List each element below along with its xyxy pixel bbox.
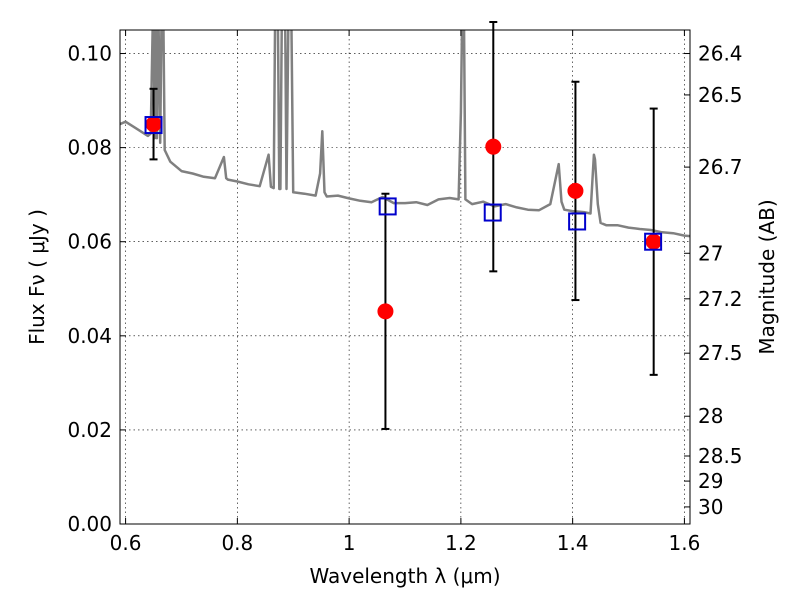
y-tick-label: 0.10 bbox=[67, 42, 112, 66]
observed-point bbox=[377, 303, 394, 320]
y-tick-label: 0.00 bbox=[67, 512, 112, 536]
magnitude-tick-label: 26.5 bbox=[698, 83, 743, 107]
observed-point bbox=[567, 182, 584, 199]
x-axis-title: Wavelength λ (μm) bbox=[309, 564, 500, 588]
model-point bbox=[568, 212, 587, 231]
magnitude-tick-label: 28 bbox=[698, 404, 723, 428]
magnitude-tick-label: 27 bbox=[698, 241, 723, 265]
y-tick-label: 0.08 bbox=[67, 136, 112, 160]
magnitude-tick-label: 27.2 bbox=[698, 287, 743, 311]
y-tick-label: 0.06 bbox=[67, 230, 112, 254]
y-axis-ticks: 0.00 0.02 0.04 0.06 0.08 0.10 bbox=[67, 42, 126, 536]
magnitude-tick-label: 28.5 bbox=[698, 444, 743, 468]
observed-flux-points bbox=[145, 116, 662, 320]
magnitude-tick-label: 27.5 bbox=[698, 341, 743, 365]
x-tick-label: 0.8 bbox=[221, 531, 253, 555]
model-point bbox=[483, 203, 502, 222]
spectrum-line bbox=[120, 30, 690, 238]
y-axis-title: Flux Fν ( μJy ) bbox=[25, 209, 49, 345]
model-point bbox=[644, 232, 663, 251]
x-axis-ticks: 0.6 0.8 1 1.2 1.4 1.6 bbox=[110, 30, 701, 555]
observed-point bbox=[145, 116, 162, 133]
y-tick-label: 0.02 bbox=[67, 418, 112, 442]
x-tick-label: 1.6 bbox=[669, 531, 701, 555]
magnitude-tick-label: 26.4 bbox=[698, 42, 743, 66]
x-tick-label: 1 bbox=[343, 531, 356, 555]
observed-point bbox=[645, 233, 662, 250]
y-tick-label: 0.04 bbox=[67, 324, 112, 348]
model-point bbox=[378, 197, 397, 216]
magnitude-tick-label: 26.7 bbox=[698, 155, 743, 179]
plot-frame bbox=[119, 29, 691, 525]
magnitude-tick-label: 30 bbox=[698, 495, 723, 519]
model-flux-points bbox=[144, 116, 663, 251]
x-tick-label: 1.2 bbox=[445, 531, 477, 555]
plot-background bbox=[120, 30, 690, 524]
model-spectrum bbox=[120, 30, 690, 238]
magnitude-tick-label: 29 bbox=[698, 469, 723, 493]
model-point bbox=[144, 116, 163, 135]
x-tick-label: 0.6 bbox=[110, 531, 142, 555]
observed-point bbox=[485, 138, 502, 155]
magnitude-axis-title: Magnitude (AB) bbox=[755, 199, 779, 354]
x-tick-label: 1.4 bbox=[557, 531, 589, 555]
